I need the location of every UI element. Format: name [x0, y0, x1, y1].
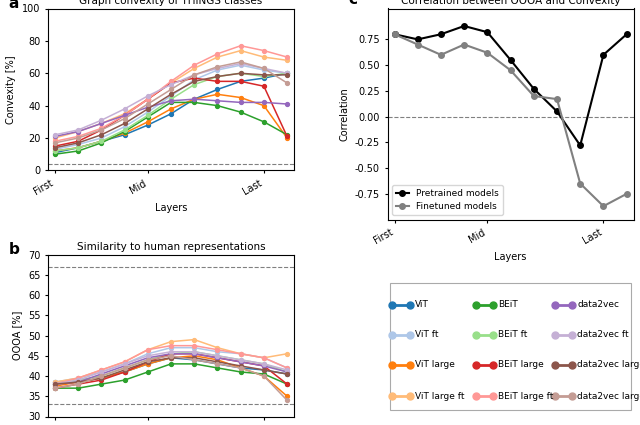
Finetuned models — [530, 94, 538, 99]
Text: ViT large: ViT large — [415, 360, 454, 369]
Finetuned models — [390, 32, 398, 37]
Text: BEiT: BEiT — [499, 300, 518, 309]
X-axis label: Layers: Layers — [494, 252, 527, 262]
Pretrained models — [577, 143, 584, 148]
Y-axis label: Convexity [%]: Convexity [%] — [6, 55, 17, 124]
Pretrained models — [437, 32, 445, 37]
Text: ViT large ft: ViT large ft — [415, 391, 464, 401]
Finetuned models — [623, 191, 630, 196]
Text: BEiT ft: BEiT ft — [499, 330, 527, 339]
Pretrained models — [530, 86, 538, 91]
Text: data2vec large: data2vec large — [577, 360, 640, 369]
Text: BEiT large ft: BEiT large ft — [499, 391, 554, 401]
Pretrained models — [414, 37, 422, 42]
Line: Finetuned models: Finetuned models — [392, 31, 629, 209]
Finetuned models — [437, 52, 445, 57]
Finetuned models — [553, 96, 561, 102]
Finetuned models — [460, 42, 468, 47]
Y-axis label: OOOA [%]: OOOA [%] — [12, 311, 22, 360]
X-axis label: Layers: Layers — [155, 203, 188, 212]
Text: ViT ft: ViT ft — [415, 330, 438, 339]
Pretrained models — [553, 109, 561, 114]
Pretrained models — [507, 57, 515, 62]
Text: data2vec: data2vec — [577, 300, 619, 309]
Finetuned models — [414, 42, 422, 47]
Text: a: a — [8, 0, 19, 11]
Text: BEiT large: BEiT large — [499, 360, 544, 369]
Pretrained models — [390, 32, 398, 37]
Pretrained models — [484, 30, 492, 35]
Text: ViT: ViT — [415, 300, 429, 309]
Finetuned models — [577, 181, 584, 186]
Pretrained models — [460, 23, 468, 28]
Title: Graph convexity of THINGS classes: Graph convexity of THINGS classes — [79, 0, 262, 6]
Text: c: c — [348, 0, 357, 7]
Title: Correlation between OOOA and Convexity: Correlation between OOOA and Convexity — [401, 0, 620, 6]
Text: data2vec ft: data2vec ft — [577, 330, 628, 339]
Finetuned models — [484, 50, 492, 55]
Y-axis label: Correlation: Correlation — [339, 87, 349, 141]
Finetuned models — [600, 204, 607, 209]
Title: Similarity to human representations: Similarity to human representations — [77, 242, 266, 252]
Legend: Pretrained models, Finetuned models: Pretrained models, Finetuned models — [392, 185, 503, 215]
Finetuned models — [507, 68, 515, 73]
FancyBboxPatch shape — [390, 283, 631, 410]
Text: data2vec large ft: data2vec large ft — [577, 391, 640, 401]
Text: b: b — [8, 242, 19, 257]
Pretrained models — [600, 52, 607, 57]
Line: Pretrained models: Pretrained models — [392, 23, 629, 148]
Pretrained models — [623, 32, 630, 37]
